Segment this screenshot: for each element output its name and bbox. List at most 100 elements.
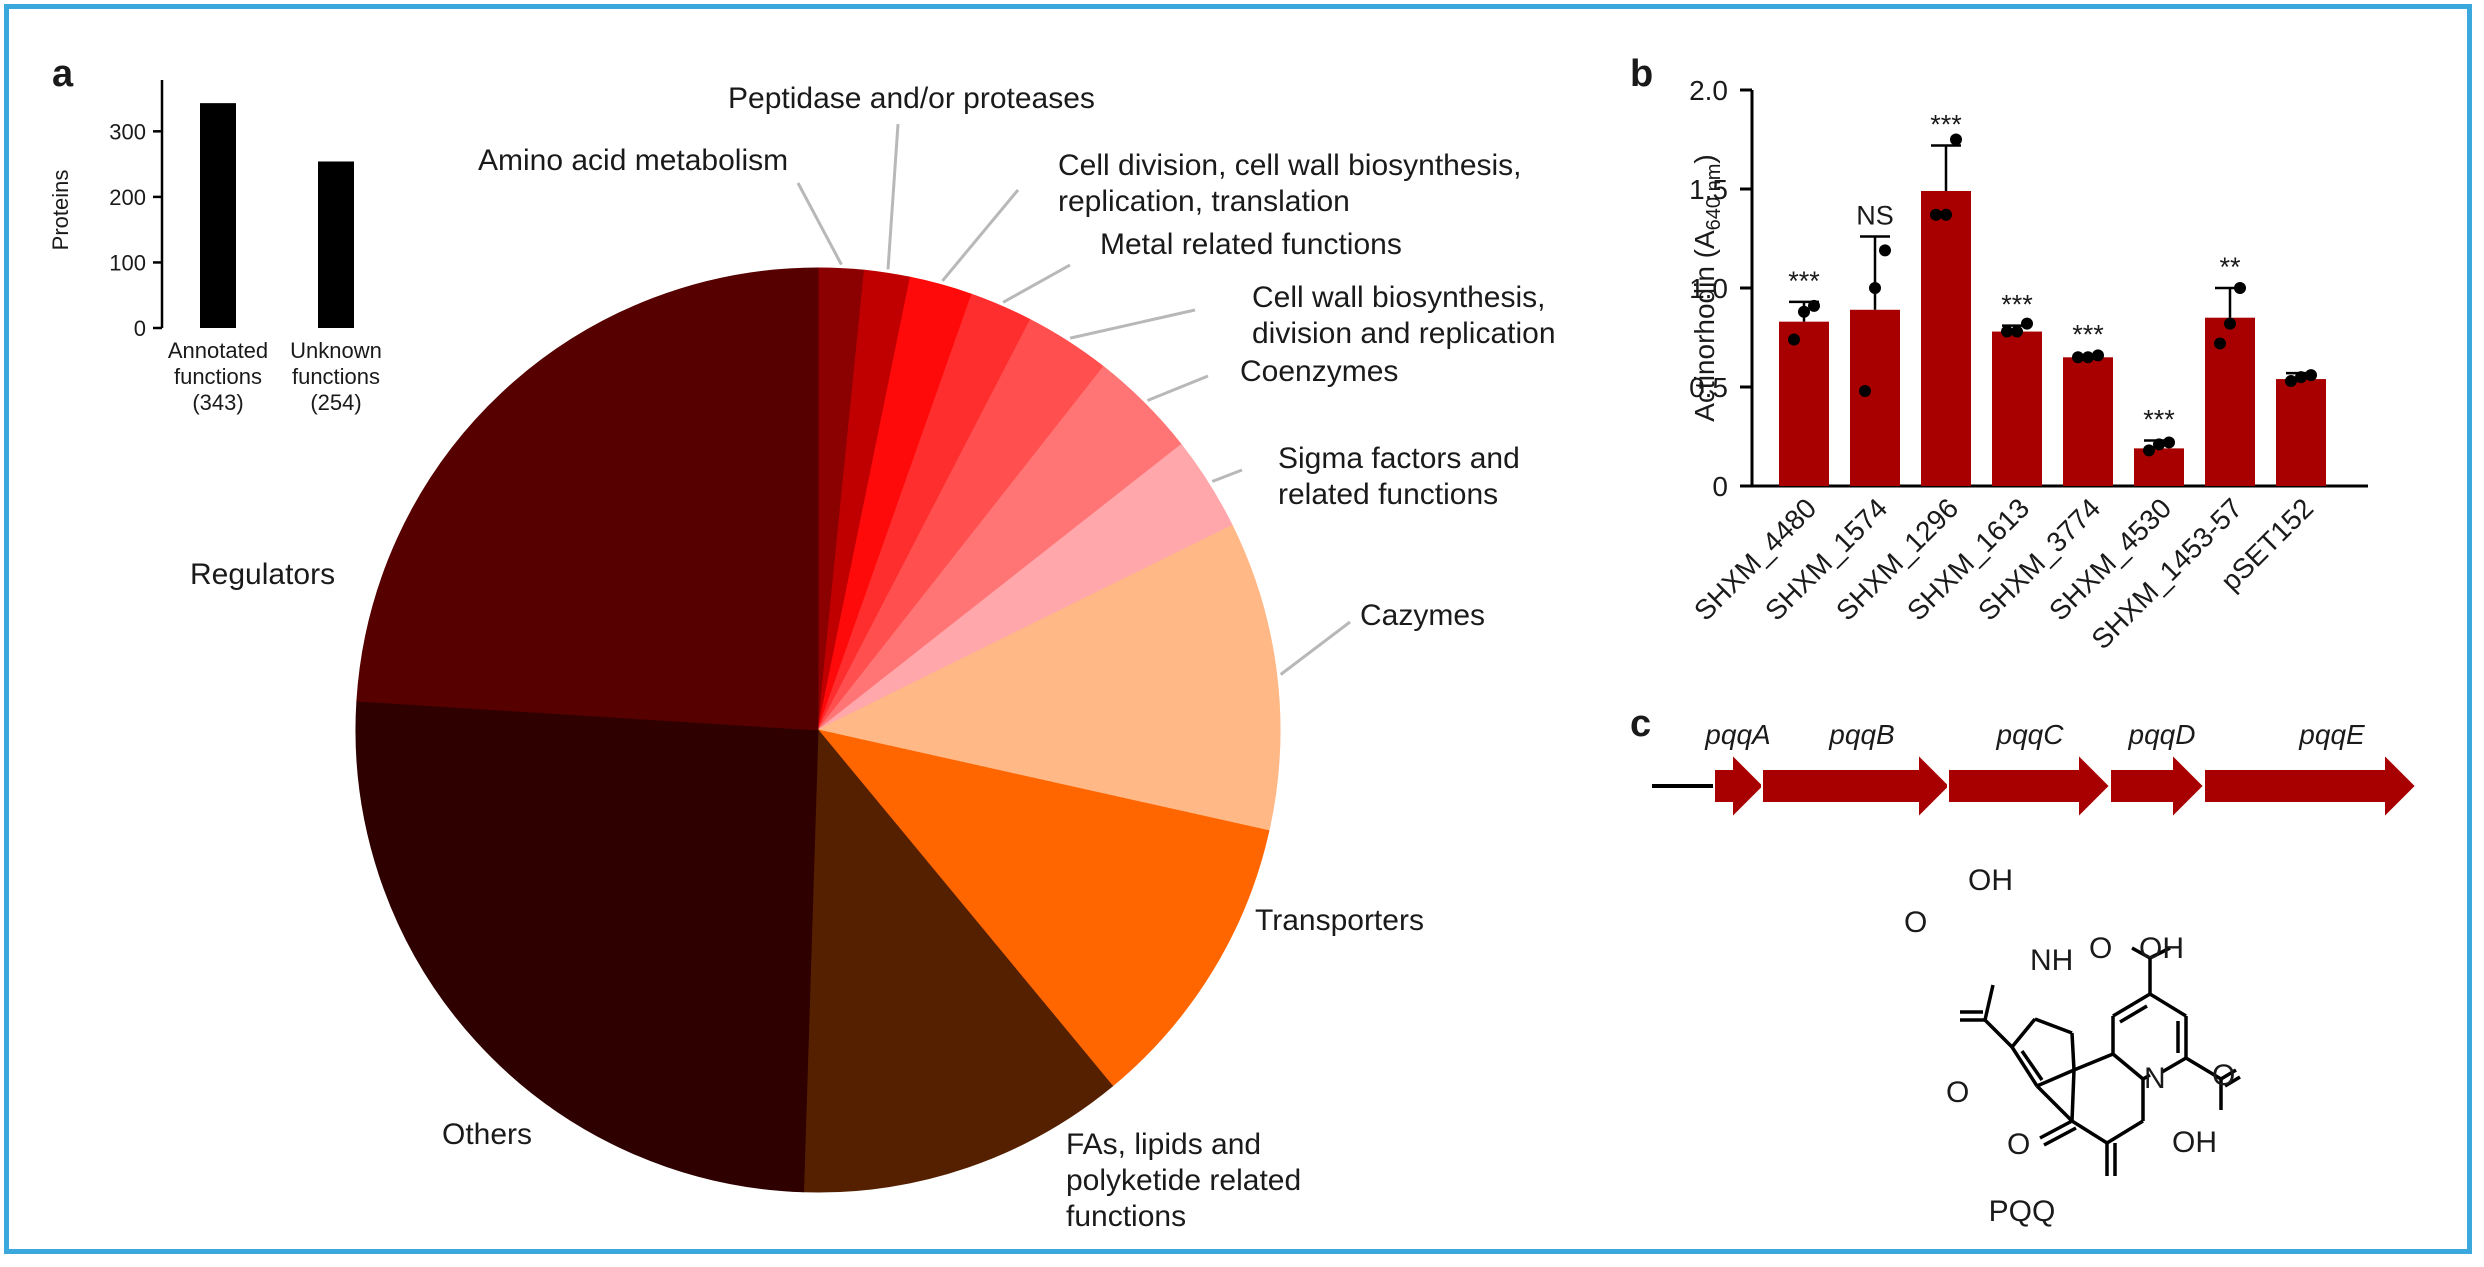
inset-y-axis-label: Proteins	[48, 170, 73, 251]
pqq-bond	[2035, 1084, 2074, 1123]
b-data-point	[2285, 375, 2297, 388]
pqq-bond	[2034, 1017, 2073, 1035]
pie-leader-line	[886, 123, 900, 270]
pie-slice-label: Cell wall biosynthesis,	[1252, 281, 1545, 314]
pie-slice-label: Cazymes	[1360, 599, 1485, 632]
atom-oh-top: OH	[1968, 864, 2013, 897]
gene-arrow	[1713, 751, 1766, 821]
b-significance-label: ***	[2143, 404, 2175, 434]
pie-leader-line	[941, 189, 1020, 282]
pie-slice-label: related functions	[1278, 478, 1498, 511]
gene-label: pqqA	[1704, 719, 1770, 750]
pqq-bond	[2070, 1069, 2076, 1122]
b-data-point	[2153, 438, 2165, 451]
pqq-bond	[2039, 1119, 2073, 1140]
b-data-point	[2295, 371, 2307, 384]
inset-category-label: Annotated	[168, 338, 268, 363]
b-data-point	[1879, 244, 1891, 257]
b-data-point	[1859, 384, 1871, 397]
pqq-bond	[1983, 984, 1995, 1021]
pie-slice-label: replication, translation	[1058, 185, 1350, 218]
pie-slice-label: Coenzymes	[1240, 355, 1398, 388]
inset-y-tick-label: 0	[134, 316, 146, 341]
b-data-point	[2021, 317, 2033, 330]
b-data-point	[1798, 305, 1810, 318]
b-y-tick-label: 0	[1712, 471, 1728, 502]
b-y-label-end: )	[1689, 154, 1720, 163]
panel-letter-a: a	[52, 53, 74, 95]
b-bar	[2134, 448, 2184, 486]
b-y-tick-label: 1.5	[1689, 174, 1728, 205]
pqq-bond	[2070, 1032, 2076, 1071]
pie-chart: Amino acid metabolism Peptidase and/or pr…	[190, 82, 1556, 1233]
b-bar	[2276, 379, 2326, 486]
molecule-name: PQQ	[1989, 1195, 2056, 1228]
pqq-bond	[1983, 1018, 2014, 1049]
pie-slice-label: functions	[1066, 1200, 1186, 1233]
b-y-axis-label: Actinorhodin (A640 nm)	[1689, 154, 1725, 421]
b-data-point	[2001, 325, 2013, 338]
pqq-bond	[2106, 1119, 2144, 1145]
b-bar	[2063, 357, 2113, 486]
b-y-label-subscript: 640 nm	[1703, 164, 1725, 231]
pie-slice-label: polyketide related	[1066, 1164, 1301, 1197]
atom-nh: NH	[2030, 944, 2073, 977]
pie-slice-label: division and replication	[1252, 317, 1556, 350]
b-data-point	[2092, 349, 2104, 362]
b-data-point	[2143, 444, 2155, 457]
b-data-point	[2214, 337, 2226, 350]
pqq-bond	[2224, 1075, 2241, 1088]
pie-slice-label: Transporters	[1255, 904, 1424, 937]
inset-y-tick-label: 100	[109, 250, 146, 275]
panel-letter-b: b	[1630, 53, 1653, 95]
pqq-molecule	[1960, 946, 2241, 1176]
b-data-point	[1940, 208, 1952, 221]
b-data-point	[1950, 133, 1962, 146]
gene-arrow	[1761, 751, 1952, 821]
pie-leader-line	[1279, 620, 1351, 676]
inset-y-tick-label: 300	[109, 119, 146, 144]
b-y-tick-label: 0.5	[1689, 372, 1728, 403]
b-significance-label: ***	[2001, 290, 2033, 320]
atom-o-ketone-2: O	[2007, 1128, 2030, 1161]
b-data-point	[1930, 208, 1942, 221]
pqq-bond	[2036, 1068, 2075, 1088]
panel-letter-c: c	[1630, 703, 1651, 745]
pqq-bond	[2010, 1017, 2037, 1049]
b-bar	[1850, 309, 1900, 486]
b-data-point	[1788, 333, 1800, 346]
b-bar	[1992, 331, 2042, 486]
b-y-label-main: Actinorhodin (A	[1689, 230, 1720, 422]
atom-o-left: O	[1904, 906, 1927, 939]
gene-label: pqqB	[1828, 719, 1894, 750]
pqq-bond	[2185, 1056, 2222, 1081]
gene-label: pqqE	[2298, 719, 2365, 750]
pie-leader-line	[1211, 468, 1243, 483]
b-data-point	[2072, 351, 2084, 364]
pie-slice	[816, 729, 1270, 1087]
b-bar	[1779, 321, 1829, 486]
pqq-bond	[2220, 1068, 2237, 1081]
gene-arrow	[2203, 751, 2418, 821]
pqq-bond	[2149, 992, 2187, 1018]
pqq-bond	[2043, 1126, 2077, 1147]
atom-oh-carbonyl: OH	[2172, 1126, 2217, 1159]
gene-label: pqqC	[1996, 719, 2065, 750]
pqq-bond	[2119, 1004, 2148, 1024]
b-data-point	[2082, 351, 2094, 364]
b-bar	[1921, 190, 1971, 487]
inset-category-label: Unknown	[290, 338, 382, 363]
pqq-bond	[2010, 1046, 2039, 1087]
pqq-bond	[2071, 1119, 2108, 1145]
gene-label: pqqD	[2128, 719, 2196, 750]
pie-slice-label: Amino acid metabolism	[478, 144, 788, 177]
pqq-bond	[2161, 1056, 2187, 1074]
pqq-gene-cluster: pqqA pqqB pqqC pqqD pqqE	[1652, 719, 2418, 821]
gene-arrow	[2109, 751, 2206, 821]
b-y-tick-label: 1.0	[1689, 273, 1728, 304]
b-data-point	[2163, 436, 2175, 449]
inset-category-label: functions	[174, 364, 262, 389]
b-data-point	[2011, 325, 2023, 338]
